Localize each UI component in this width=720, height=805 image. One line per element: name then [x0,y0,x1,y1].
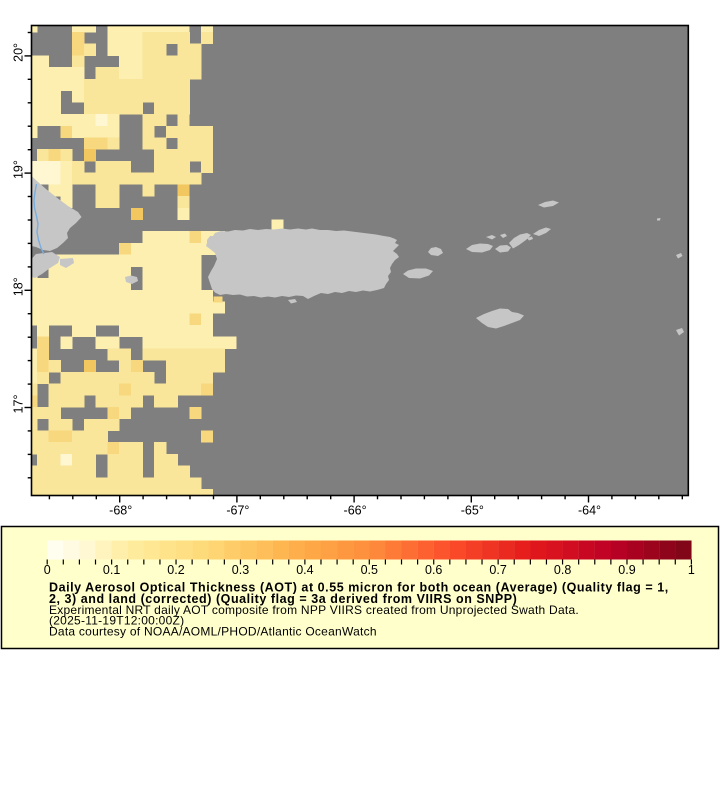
svg-text:18°: 18° [12,277,26,296]
svg-text:0.1: 0.1 [103,563,120,577]
svg-text:(2025-11-19T12:00:00Z): (2025-11-19T12:00:00Z) [49,614,184,628]
svg-text:0.2: 0.2 [167,563,184,577]
svg-text:19°: 19° [12,160,26,179]
svg-text:0.3: 0.3 [232,563,249,577]
svg-text:-68°: -68° [109,504,132,518]
svg-text:Experimental NRT daily AOT com: Experimental NRT daily AOT composite fro… [49,603,579,617]
svg-text:Daily Aerosol Optical Thicknes: Daily Aerosol Optical Thickness (AOT) at… [49,581,669,595]
svg-text:-65°: -65° [461,504,484,518]
svg-text:0.8: 0.8 [554,563,571,577]
svg-text:17°: 17° [12,395,26,414]
svg-text:0.5: 0.5 [361,563,378,577]
svg-text:20°: 20° [12,43,26,62]
svg-text:Data courtesy of NOAA/AOML/PHO: Data courtesy of NOAA/AOML/PHOD/Atlantic… [49,625,377,639]
svg-text:1: 1 [688,563,695,577]
svg-text:0.6: 0.6 [425,563,442,577]
svg-text:-64°: -64° [578,504,601,518]
svg-text:0.4: 0.4 [296,563,313,577]
svg-text:0: 0 [44,563,51,577]
svg-text:0.7: 0.7 [489,563,506,577]
svg-text:-66°: -66° [344,504,367,518]
svg-text:0.9: 0.9 [618,563,635,577]
svg-text:-67°: -67° [226,504,249,518]
svg-text:2, 3) and land (corrected) (Qu: 2, 3) and land (corrected) (Quality flag… [49,592,517,606]
